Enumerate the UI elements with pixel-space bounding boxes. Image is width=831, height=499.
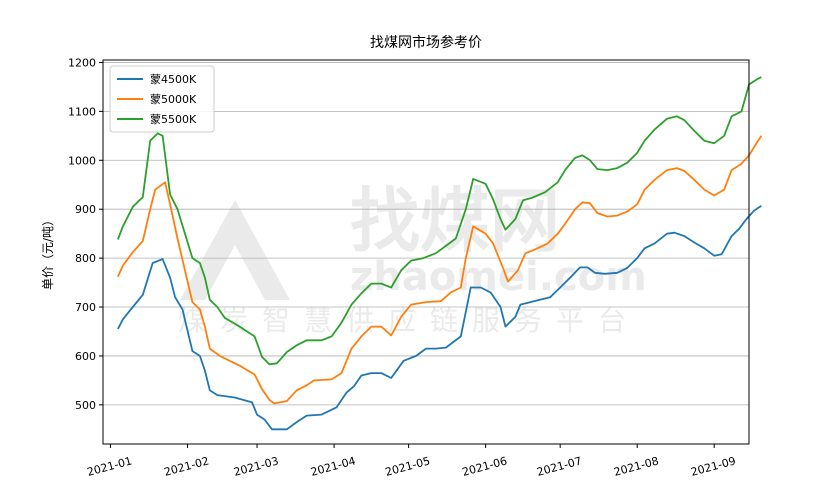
y-tick-label: 800 [75, 252, 96, 265]
x-tick-label: 2021-01 [86, 454, 134, 478]
x-tick-label: 2021-03 [232, 454, 280, 478]
y-tick-label: 1100 [68, 105, 96, 118]
x-tick-label: 2021-04 [309, 454, 357, 478]
x-axis: 2021-01 2021-02 2021-03 2021-04 2021-05 2021-… [86, 444, 737, 479]
x-tick-label: 2021-09 [689, 454, 737, 478]
y-tick-label: 700 [75, 301, 96, 314]
x-tick-label: 2021-07 [535, 454, 583, 478]
legend-label: 蒙5500K [150, 113, 197, 126]
watermark: 找煤网 zhaomei.com 煤炭智慧供应链服务平台 [178, 180, 647, 337]
chart-title: 找煤网市场参考价 [370, 34, 482, 51]
grid [103, 62, 749, 406]
series-layer [117, 76, 763, 431]
series-line-2 [117, 135, 763, 405]
legend-label: 蒙4500K [150, 73, 197, 86]
y-axis-label: 单价（元/吨） [41, 214, 55, 290]
watermark-tagline: 煤炭智慧供应链服务平台 [178, 304, 640, 337]
series-line-3 [117, 76, 762, 366]
watermark-domain: zhaomei.com [350, 254, 647, 300]
plot-frame [102, 59, 750, 445]
legend: 蒙4500K 蒙5000K 蒙5500K [109, 65, 215, 133]
x-tick-label: 2021-06 [461, 454, 509, 478]
y-tick-label: 500 [75, 399, 96, 412]
x-tick-label: 2021-08 [612, 454, 660, 478]
y-tick-label: 600 [75, 350, 96, 363]
legend-label: 蒙5000K [150, 93, 197, 106]
series-line-1 [117, 205, 762, 431]
y-tick-label: 1200 [68, 56, 96, 69]
watermark-logo [180, 200, 290, 300]
watermark-main: 找煤网 [350, 180, 560, 262]
y-tick-label: 1000 [68, 154, 96, 167]
legend-box [109, 65, 215, 133]
x-tick-label: 2021-05 [384, 454, 432, 478]
y-tick-label: 900 [75, 203, 96, 216]
x-tick-label: 2021-02 [163, 454, 211, 478]
y-axis: 500 600 700 800 900 1000 1100 1200 [68, 56, 103, 412]
